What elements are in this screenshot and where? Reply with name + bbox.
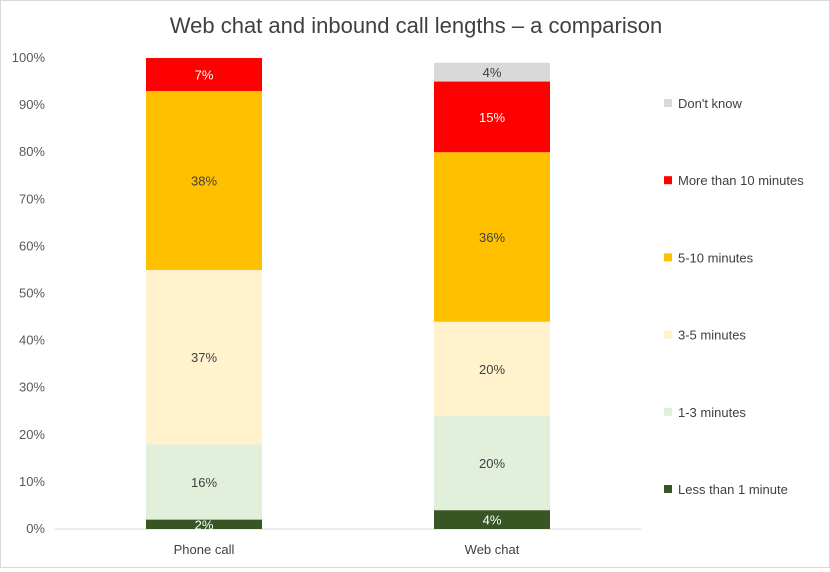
y-tick-label: 80% bbox=[19, 144, 45, 159]
bar-segment bbox=[146, 58, 262, 91]
y-tick-label: 70% bbox=[19, 191, 45, 206]
legend-label: 5-10 minutes bbox=[678, 250, 754, 265]
x-category-label: Phone call bbox=[174, 542, 235, 557]
legend-label: 1-3 minutes bbox=[678, 405, 746, 420]
legend-label: Less than 1 minute bbox=[678, 482, 788, 497]
data-label: 37% bbox=[191, 350, 217, 365]
legend-swatch bbox=[664, 330, 672, 339]
y-tick-label: 30% bbox=[19, 380, 45, 395]
data-label: 20% bbox=[479, 456, 505, 471]
y-tick-label: 100% bbox=[12, 50, 46, 65]
data-label: 2% bbox=[195, 517, 214, 532]
y-tick-label: 60% bbox=[19, 238, 45, 253]
bar-segment bbox=[434, 62, 550, 82]
data-label: 20% bbox=[479, 362, 505, 377]
y-tick-label: 90% bbox=[19, 97, 45, 112]
y-tick-label: 40% bbox=[19, 333, 45, 348]
y-tick-label: 10% bbox=[19, 474, 45, 489]
chart-title: Web chat and inbound call lengths – a co… bbox=[169, 13, 663, 38]
bar-segment bbox=[146, 269, 262, 445]
bar-segment bbox=[146, 90, 262, 270]
legend-label: 3-5 minutes bbox=[678, 328, 746, 343]
legend-label: More than 10 minutes bbox=[678, 173, 804, 188]
data-label: 7% bbox=[195, 67, 214, 82]
bar-segment bbox=[434, 415, 550, 511]
bar-segment bbox=[434, 510, 550, 529]
legend-label: Don't know bbox=[678, 96, 743, 111]
data-label: 15% bbox=[479, 110, 505, 125]
legend-swatch bbox=[664, 176, 672, 185]
bar-segment bbox=[434, 81, 550, 153]
legend-swatch bbox=[664, 407, 672, 416]
y-tick-label: 20% bbox=[19, 427, 45, 442]
bar-segment bbox=[146, 444, 262, 520]
data-label: 38% bbox=[191, 173, 217, 188]
bar-segment bbox=[434, 321, 550, 416]
legend-swatch bbox=[664, 485, 672, 493]
legend-swatch bbox=[664, 99, 672, 107]
bar-segment bbox=[434, 152, 550, 322]
data-label: 16% bbox=[191, 475, 217, 490]
y-tick-label: 0% bbox=[26, 521, 45, 536]
x-category-label: Web chat bbox=[465, 542, 520, 557]
legend-swatch bbox=[664, 253, 672, 262]
data-label: 4% bbox=[483, 513, 502, 528]
data-label: 4% bbox=[483, 65, 502, 80]
data-label: 36% bbox=[479, 230, 505, 245]
bar-segment bbox=[146, 519, 262, 529]
y-tick-label: 50% bbox=[19, 286, 45, 301]
